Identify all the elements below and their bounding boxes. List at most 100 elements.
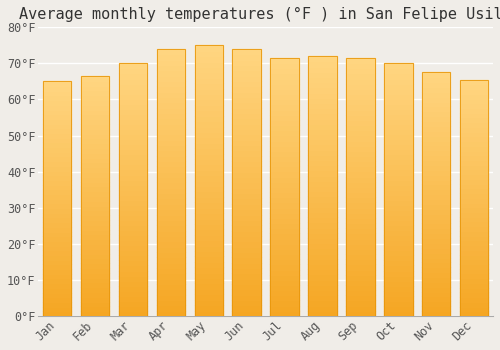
Bar (232, 300, 261, 305)
Bar (119, 164, 147, 169)
Bar (43, 213, 72, 217)
Bar (308, 306, 336, 311)
Bar (232, 49, 261, 316)
Bar (156, 252, 185, 257)
Bar (422, 292, 450, 296)
Bar (232, 182, 261, 188)
Bar (194, 213, 223, 218)
Bar (43, 232, 72, 236)
Bar (43, 250, 72, 255)
Bar (194, 273, 223, 278)
Bar (119, 275, 147, 281)
Bar (384, 245, 412, 250)
Bar (422, 248, 450, 253)
Bar (460, 297, 488, 302)
Bar (119, 104, 147, 109)
Bar (119, 205, 147, 210)
Bar (43, 311, 72, 316)
Bar (270, 202, 299, 208)
Bar (81, 278, 110, 282)
Bar (194, 72, 223, 78)
Bar (270, 228, 299, 233)
Bar (270, 161, 299, 166)
Bar (308, 134, 336, 139)
Bar (346, 63, 374, 68)
Bar (81, 263, 110, 268)
Bar (194, 240, 223, 246)
Bar (384, 164, 412, 169)
Bar (460, 283, 488, 288)
Bar (232, 81, 261, 86)
Bar (460, 169, 488, 174)
Bar (270, 270, 299, 275)
Bar (422, 72, 450, 316)
Bar (346, 156, 374, 161)
Bar (346, 233, 374, 239)
Bar (232, 284, 261, 289)
Bar (119, 74, 147, 78)
Bar (270, 177, 299, 182)
Bar (156, 134, 185, 140)
Bar (194, 289, 223, 294)
Bar (81, 220, 110, 225)
Bar (232, 252, 261, 257)
Bar (270, 156, 299, 161)
Bar (156, 300, 185, 305)
Bar (156, 273, 185, 279)
Bar (308, 56, 336, 316)
Bar (119, 69, 147, 74)
Bar (308, 77, 336, 82)
Bar (119, 250, 147, 256)
Bar (194, 262, 223, 267)
Bar (346, 58, 374, 63)
Bar (119, 99, 147, 104)
Bar (232, 167, 261, 172)
Bar (156, 311, 185, 316)
Bar (346, 270, 374, 275)
Bar (422, 272, 450, 277)
Bar (156, 246, 185, 252)
Bar (81, 239, 110, 244)
Bar (194, 116, 223, 121)
Bar (232, 134, 261, 140)
Bar (384, 235, 412, 240)
Bar (43, 161, 72, 166)
Bar (346, 58, 374, 316)
Bar (232, 231, 261, 236)
Bar (384, 74, 412, 78)
Bar (232, 124, 261, 129)
Bar (308, 66, 336, 72)
Bar (119, 296, 147, 301)
Bar (156, 118, 185, 124)
Bar (194, 181, 223, 186)
Bar (384, 215, 412, 220)
Bar (384, 109, 412, 114)
Bar (81, 124, 110, 129)
Bar (346, 239, 374, 244)
Bar (81, 86, 110, 90)
Bar (308, 212, 336, 217)
Bar (43, 222, 72, 227)
Bar (232, 198, 261, 204)
Bar (232, 279, 261, 284)
Bar (232, 161, 261, 167)
Bar (194, 94, 223, 99)
Bar (232, 220, 261, 225)
Bar (384, 291, 412, 296)
Bar (346, 166, 374, 172)
Bar (422, 209, 450, 214)
Bar (119, 63, 147, 69)
Bar (156, 198, 185, 204)
Bar (43, 147, 72, 152)
Bar (460, 264, 488, 269)
Bar (194, 191, 223, 197)
Bar (384, 306, 412, 311)
Bar (460, 250, 488, 254)
Bar (194, 67, 223, 72)
Bar (422, 189, 450, 194)
Bar (308, 264, 336, 269)
Bar (308, 145, 336, 150)
Bar (384, 210, 412, 215)
Bar (156, 140, 185, 145)
Bar (270, 99, 299, 104)
